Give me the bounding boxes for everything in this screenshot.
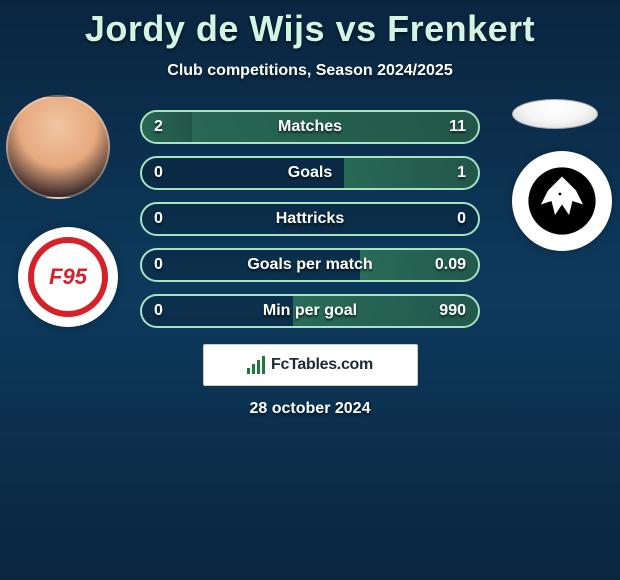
stat-row: 0 Min per goal 990 (140, 294, 480, 328)
stat-list: 2 Matches 11 0 Goals 1 0 Hattricks 0 0 G… (140, 110, 480, 328)
right-side-badges (512, 95, 612, 251)
bar-chart-icon (247, 356, 265, 374)
player1-club-badge: F95 (18, 227, 118, 327)
comparison-panel: F95 2 Matches 11 0 (0, 80, 620, 418)
brand-text: FcTables.com (271, 356, 373, 374)
left-side-badges: F95 (6, 95, 118, 327)
generated-date: 28 october 2024 (0, 400, 620, 418)
eagle-icon (527, 166, 597, 236)
stat-row: 0 Goals 1 (140, 156, 480, 190)
stat-label: Hattricks (142, 210, 478, 228)
stat-row: 2 Matches 11 (140, 110, 480, 144)
page-subtitle: Club competitions, Season 2024/2025 (0, 62, 620, 80)
stat-label: Goals (142, 164, 478, 182)
player2-avatar (512, 99, 598, 129)
brand-badge: FcTables.com (203, 344, 418, 386)
player1-avatar (6, 95, 110, 199)
stat-label: Min per goal (142, 302, 478, 320)
stat-label: Goals per match (142, 256, 478, 274)
stat-row: 0 Goals per match 0.09 (140, 248, 480, 282)
stat-row: 0 Hattricks 0 (140, 202, 480, 236)
page-title: Jordy de Wijs vs Frenkert (0, 0, 620, 50)
player2-club-badge (512, 151, 612, 251)
club-badge-text: F95 (28, 237, 108, 317)
stat-label: Matches (142, 118, 478, 136)
